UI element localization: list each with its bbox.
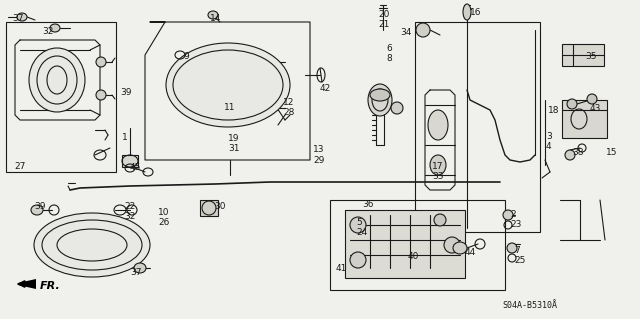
Text: 4: 4 xyxy=(546,142,552,151)
Text: 6: 6 xyxy=(386,44,392,53)
Ellipse shape xyxy=(430,155,446,175)
Text: 36: 36 xyxy=(362,200,374,209)
Text: 26: 26 xyxy=(158,218,170,227)
Text: 13: 13 xyxy=(313,145,324,154)
Text: 15: 15 xyxy=(606,148,618,157)
Text: 41: 41 xyxy=(336,264,348,273)
Text: 7: 7 xyxy=(514,246,520,255)
Text: 30: 30 xyxy=(214,202,225,211)
Text: 23: 23 xyxy=(510,220,522,229)
Text: 27: 27 xyxy=(14,162,26,171)
Text: 3: 3 xyxy=(546,132,552,141)
Text: 32: 32 xyxy=(124,212,136,221)
Text: 37: 37 xyxy=(130,268,141,277)
Ellipse shape xyxy=(17,13,27,21)
Text: 37: 37 xyxy=(12,14,24,23)
Bar xyxy=(6,22,116,172)
Text: 1: 1 xyxy=(122,133,128,142)
Text: 19: 19 xyxy=(228,134,239,143)
Ellipse shape xyxy=(166,43,290,127)
Text: S04A-B5310Å: S04A-B5310Å xyxy=(502,301,557,310)
Bar xyxy=(345,210,465,278)
Text: 39: 39 xyxy=(120,88,131,97)
Bar xyxy=(122,155,138,167)
Ellipse shape xyxy=(31,205,43,215)
Ellipse shape xyxy=(350,217,366,233)
Text: 25: 25 xyxy=(514,256,525,265)
Ellipse shape xyxy=(428,110,448,140)
Text: 12: 12 xyxy=(283,98,294,107)
Text: 38: 38 xyxy=(572,148,584,157)
Ellipse shape xyxy=(134,263,146,273)
Text: 35: 35 xyxy=(585,52,596,61)
Ellipse shape xyxy=(507,243,517,253)
Ellipse shape xyxy=(434,214,446,226)
Ellipse shape xyxy=(50,24,60,32)
Text: 31: 31 xyxy=(228,144,239,153)
Ellipse shape xyxy=(34,213,150,277)
Text: 8: 8 xyxy=(386,54,392,63)
Text: 40: 40 xyxy=(408,252,419,261)
Ellipse shape xyxy=(29,48,85,112)
Text: 16: 16 xyxy=(470,8,481,17)
Text: 24: 24 xyxy=(356,228,367,237)
Ellipse shape xyxy=(503,210,513,220)
Ellipse shape xyxy=(391,102,403,114)
Text: FR.: FR. xyxy=(40,281,61,291)
Text: 11: 11 xyxy=(224,103,236,112)
Polygon shape xyxy=(18,279,36,289)
Text: 17: 17 xyxy=(432,162,444,171)
Text: 21: 21 xyxy=(378,20,389,29)
Ellipse shape xyxy=(463,4,471,20)
Ellipse shape xyxy=(567,99,577,109)
Text: 9: 9 xyxy=(183,52,189,61)
Bar xyxy=(330,200,505,290)
Text: 10: 10 xyxy=(158,208,170,217)
Text: 28: 28 xyxy=(283,108,294,117)
Ellipse shape xyxy=(370,89,390,101)
Text: 20: 20 xyxy=(378,10,389,19)
Text: 33: 33 xyxy=(432,172,444,181)
Ellipse shape xyxy=(565,150,575,160)
Text: 14: 14 xyxy=(210,14,221,23)
Text: 5: 5 xyxy=(356,218,362,227)
Text: 43: 43 xyxy=(590,104,602,113)
Ellipse shape xyxy=(368,84,392,116)
Text: 22: 22 xyxy=(124,202,135,211)
Ellipse shape xyxy=(208,11,218,19)
Text: 45: 45 xyxy=(130,163,141,172)
Bar xyxy=(415,22,540,232)
Ellipse shape xyxy=(350,252,366,268)
Text: 39: 39 xyxy=(34,202,45,211)
Bar xyxy=(562,44,604,66)
Text: 29: 29 xyxy=(313,156,324,165)
Ellipse shape xyxy=(416,23,430,37)
Bar xyxy=(562,100,607,138)
Text: 34: 34 xyxy=(400,28,412,37)
Text: 2: 2 xyxy=(510,210,516,219)
Ellipse shape xyxy=(96,57,106,67)
Text: 32: 32 xyxy=(42,27,53,36)
Text: 18: 18 xyxy=(548,106,559,115)
Text: 44: 44 xyxy=(465,248,476,257)
Ellipse shape xyxy=(444,237,460,253)
Ellipse shape xyxy=(96,90,106,100)
Text: 42: 42 xyxy=(320,84,332,93)
Bar xyxy=(200,200,218,216)
Ellipse shape xyxy=(587,94,597,104)
Ellipse shape xyxy=(453,242,467,254)
